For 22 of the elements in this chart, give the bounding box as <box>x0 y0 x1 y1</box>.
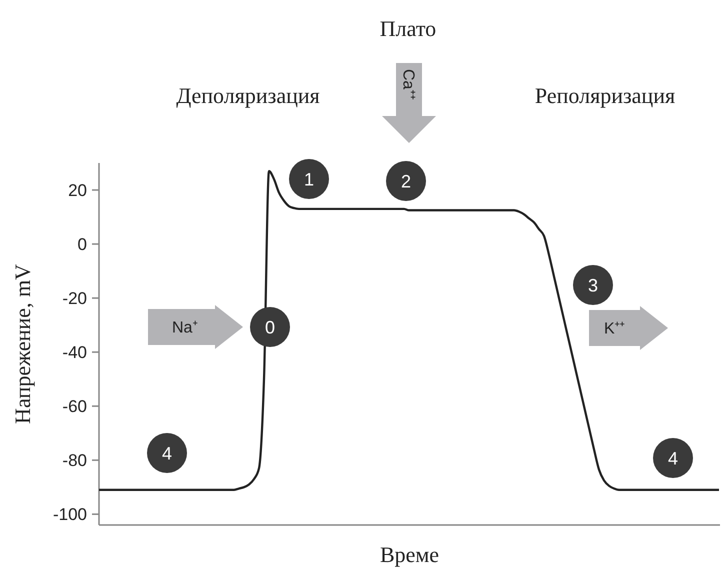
annotation: 2 <box>400 171 412 192</box>
x-axis-title: Време <box>380 542 440 567</box>
text: Деполяризация <box>176 83 320 108</box>
text: Ca⁺⁺ <box>399 69 416 100</box>
y-tick-label: 20 <box>68 180 87 200</box>
annotation: 4 <box>162 443 172 464</box>
y-tick-label: -80 <box>62 451 87 470</box>
line-series <box>98 170 720 491</box>
y-axis-title: Напрежение, mV <box>10 264 35 424</box>
y-tick-label: 0 <box>78 234 87 254</box>
annotation: Na⁺ <box>172 320 198 337</box>
annotation: 0 <box>264 317 276 338</box>
y-tick-label: -40 <box>62 343 87 362</box>
text: Плато <box>380 16 436 41</box>
annotation: 4 <box>668 448 678 468</box>
y-tick-label: -20 <box>62 289 87 308</box>
y-tick-label: -60 <box>62 397 87 416</box>
annotation: 1 <box>304 169 314 190</box>
annotation: 3 <box>588 275 598 296</box>
text: Реполяризация <box>534 83 676 108</box>
y-tick-label: -100 <box>52 505 87 524</box>
annotation: K⁺⁺ <box>604 320 625 338</box>
